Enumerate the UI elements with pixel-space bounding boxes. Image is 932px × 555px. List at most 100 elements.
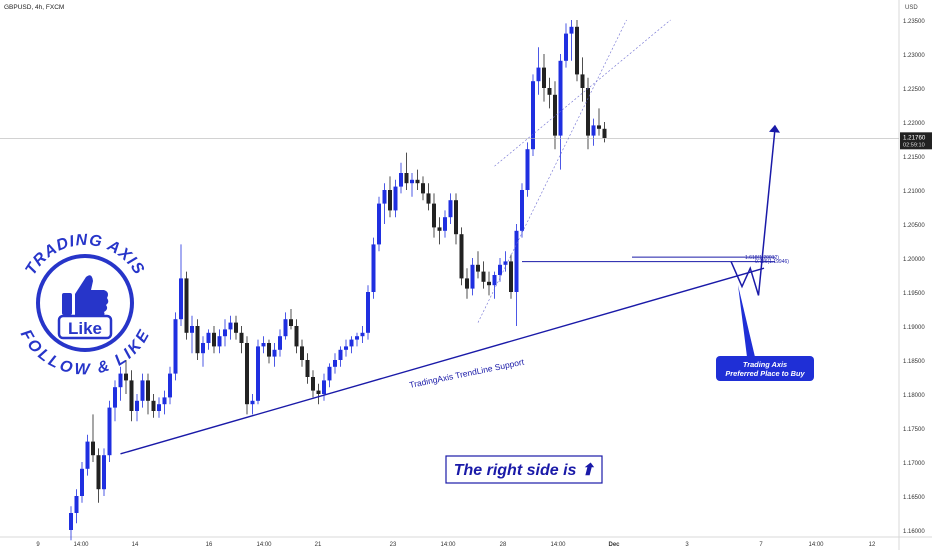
price-tick: 1.20500 bbox=[903, 223, 925, 229]
candle-body bbox=[239, 332, 244, 343]
candle-body bbox=[498, 264, 502, 275]
candle-body bbox=[382, 190, 387, 204]
candle bbox=[234, 315, 238, 340]
candle-body bbox=[140, 380, 145, 401]
price-tag-background bbox=[900, 132, 932, 150]
candle-body bbox=[437, 227, 442, 231]
candle bbox=[300, 339, 304, 367]
candle bbox=[454, 193, 458, 245]
price-tick: 1.16500 bbox=[903, 495, 925, 501]
candle-body bbox=[162, 397, 167, 405]
candle bbox=[569, 20, 574, 61]
candle-body bbox=[91, 441, 95, 456]
candle-body bbox=[80, 468, 84, 496]
candles bbox=[69, 20, 607, 541]
candle bbox=[344, 339, 348, 357]
candle-body bbox=[531, 81, 535, 150]
candle bbox=[338, 346, 343, 367]
candle-body bbox=[443, 217, 447, 231]
price-tick: 1.22000 bbox=[903, 121, 925, 127]
candle-body bbox=[184, 278, 189, 333]
candle bbox=[322, 373, 326, 401]
candle-body bbox=[421, 183, 425, 194]
price-axis[interactable]: 1.23500 1.23000 1.22500 1.22000 1.21500 … bbox=[903, 19, 925, 535]
candle bbox=[118, 366, 123, 401]
candle bbox=[366, 285, 370, 340]
candle-body bbox=[300, 346, 304, 360]
candle bbox=[267, 339, 271, 364]
candle bbox=[355, 332, 359, 347]
candle-body bbox=[514, 230, 519, 292]
price-tick: 1.22500 bbox=[903, 87, 925, 93]
candle bbox=[487, 271, 491, 296]
candle-body bbox=[377, 203, 381, 245]
candle-body bbox=[206, 332, 211, 343]
candle bbox=[294, 319, 299, 354]
candle-body bbox=[157, 404, 161, 411]
projection-path bbox=[730, 128, 776, 296]
candle-body bbox=[366, 292, 370, 333]
buy-callout[interactable]: Trading Axis Preferred Place to Buy bbox=[716, 285, 814, 381]
candle-body bbox=[311, 377, 315, 391]
candle bbox=[470, 258, 475, 296]
time-tick: 7 bbox=[759, 542, 763, 548]
candle bbox=[580, 57, 585, 102]
candle bbox=[333, 353, 337, 374]
candle-body bbox=[410, 179, 414, 184]
price-tick: 1.23500 bbox=[903, 19, 925, 25]
candle bbox=[481, 261, 486, 289]
price-tick: 1.17500 bbox=[903, 427, 925, 433]
time-tick: 16 bbox=[206, 542, 213, 548]
bar-countdown: 02:59:10 bbox=[903, 142, 925, 148]
candle-body bbox=[393, 186, 398, 211]
candle bbox=[245, 336, 249, 415]
candle bbox=[465, 268, 469, 299]
current-price-value: 1.21760 bbox=[903, 134, 926, 141]
candle-body bbox=[283, 319, 288, 337]
candle bbox=[278, 329, 282, 357]
candle bbox=[399, 162, 403, 194]
candle-body bbox=[261, 343, 266, 347]
right-side-frame bbox=[445, 455, 603, 484]
candle bbox=[542, 54, 546, 102]
candle-body bbox=[168, 373, 172, 398]
currency-label: USD bbox=[905, 5, 918, 11]
candle-body bbox=[465, 278, 469, 289]
candle bbox=[476, 251, 480, 279]
candle bbox=[410, 173, 414, 197]
time-tick: 23 bbox=[390, 542, 397, 548]
candle-body bbox=[360, 332, 365, 337]
candle-body bbox=[575, 26, 579, 75]
candle-body bbox=[289, 319, 293, 326]
candle bbox=[151, 394, 156, 418]
time-tick: 14:00 bbox=[808, 542, 824, 548]
candle-body bbox=[454, 200, 458, 235]
candle bbox=[107, 400, 112, 462]
candle-body bbox=[591, 125, 596, 136]
candle bbox=[146, 373, 150, 415]
candle bbox=[553, 81, 557, 150]
price-tick: 1.18500 bbox=[903, 359, 925, 365]
candle-body bbox=[586, 88, 590, 136]
candle-body bbox=[102, 455, 106, 490]
time-tick: 28 bbox=[500, 542, 507, 548]
candle bbox=[157, 397, 161, 418]
candle bbox=[74, 489, 79, 524]
candle-body bbox=[470, 264, 475, 289]
candle-body bbox=[415, 179, 420, 184]
candle bbox=[360, 326, 365, 343]
candle-body bbox=[234, 322, 238, 333]
candle bbox=[124, 360, 128, 394]
candle-body bbox=[349, 339, 354, 347]
candle-body bbox=[278, 336, 282, 350]
candle-body bbox=[597, 125, 601, 129]
candle bbox=[168, 366, 172, 405]
overlays bbox=[0, 19, 899, 455]
candle bbox=[432, 193, 436, 238]
time-axis[interactable]: 9 14:00 14 16 14:00 21 23 14:00 28 14:00… bbox=[36, 542, 876, 548]
candle bbox=[311, 370, 315, 398]
callout-line-2: Preferred Place to Buy bbox=[725, 369, 805, 378]
candle-body bbox=[404, 173, 409, 184]
candle-body bbox=[272, 349, 277, 357]
